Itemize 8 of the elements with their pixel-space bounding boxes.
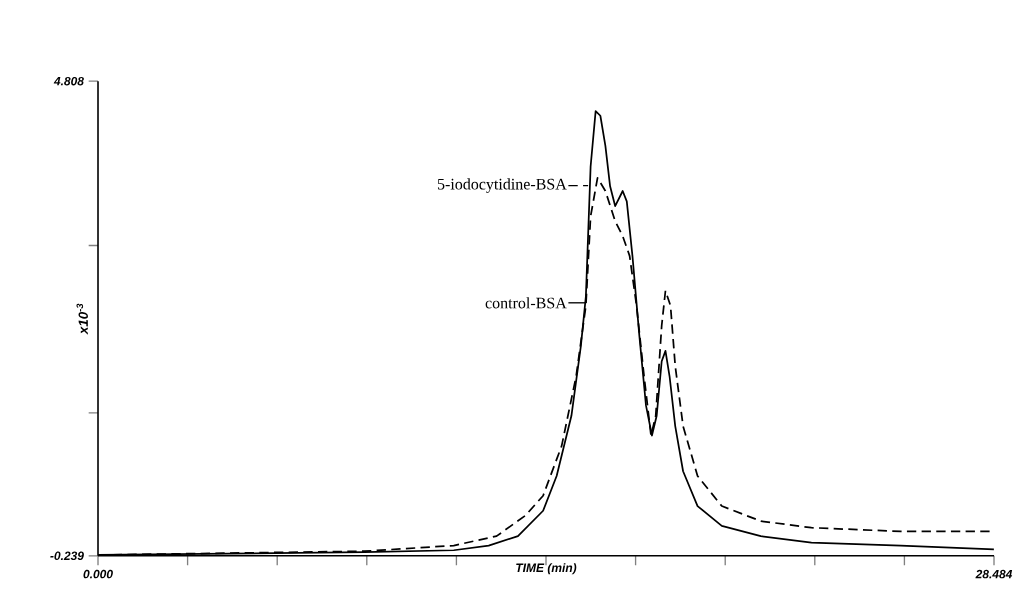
legend-label: control-BSA	[485, 297, 567, 309]
y-axis-title: x10$^{-3}$	[76, 303, 88, 335]
y-tick-label: 4.808	[53, 76, 84, 86]
x-axis-title: TIME (min)	[516, 563, 577, 575]
legend-label: 5-iodocytidine-BSA	[437, 178, 567, 193]
x-tick-label: 0.000	[83, 569, 113, 579]
x-tick-label: 28.484	[975, 569, 1013, 579]
y-tick-label: -0.239	[50, 551, 84, 560]
